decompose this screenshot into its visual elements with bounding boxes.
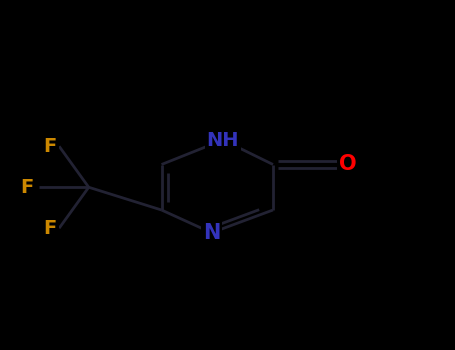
Text: F: F [43, 219, 57, 238]
Text: NH: NH [207, 131, 239, 149]
Text: F: F [20, 178, 34, 197]
Text: N: N [203, 223, 220, 243]
Text: F: F [43, 137, 57, 156]
Text: O: O [339, 154, 357, 175]
